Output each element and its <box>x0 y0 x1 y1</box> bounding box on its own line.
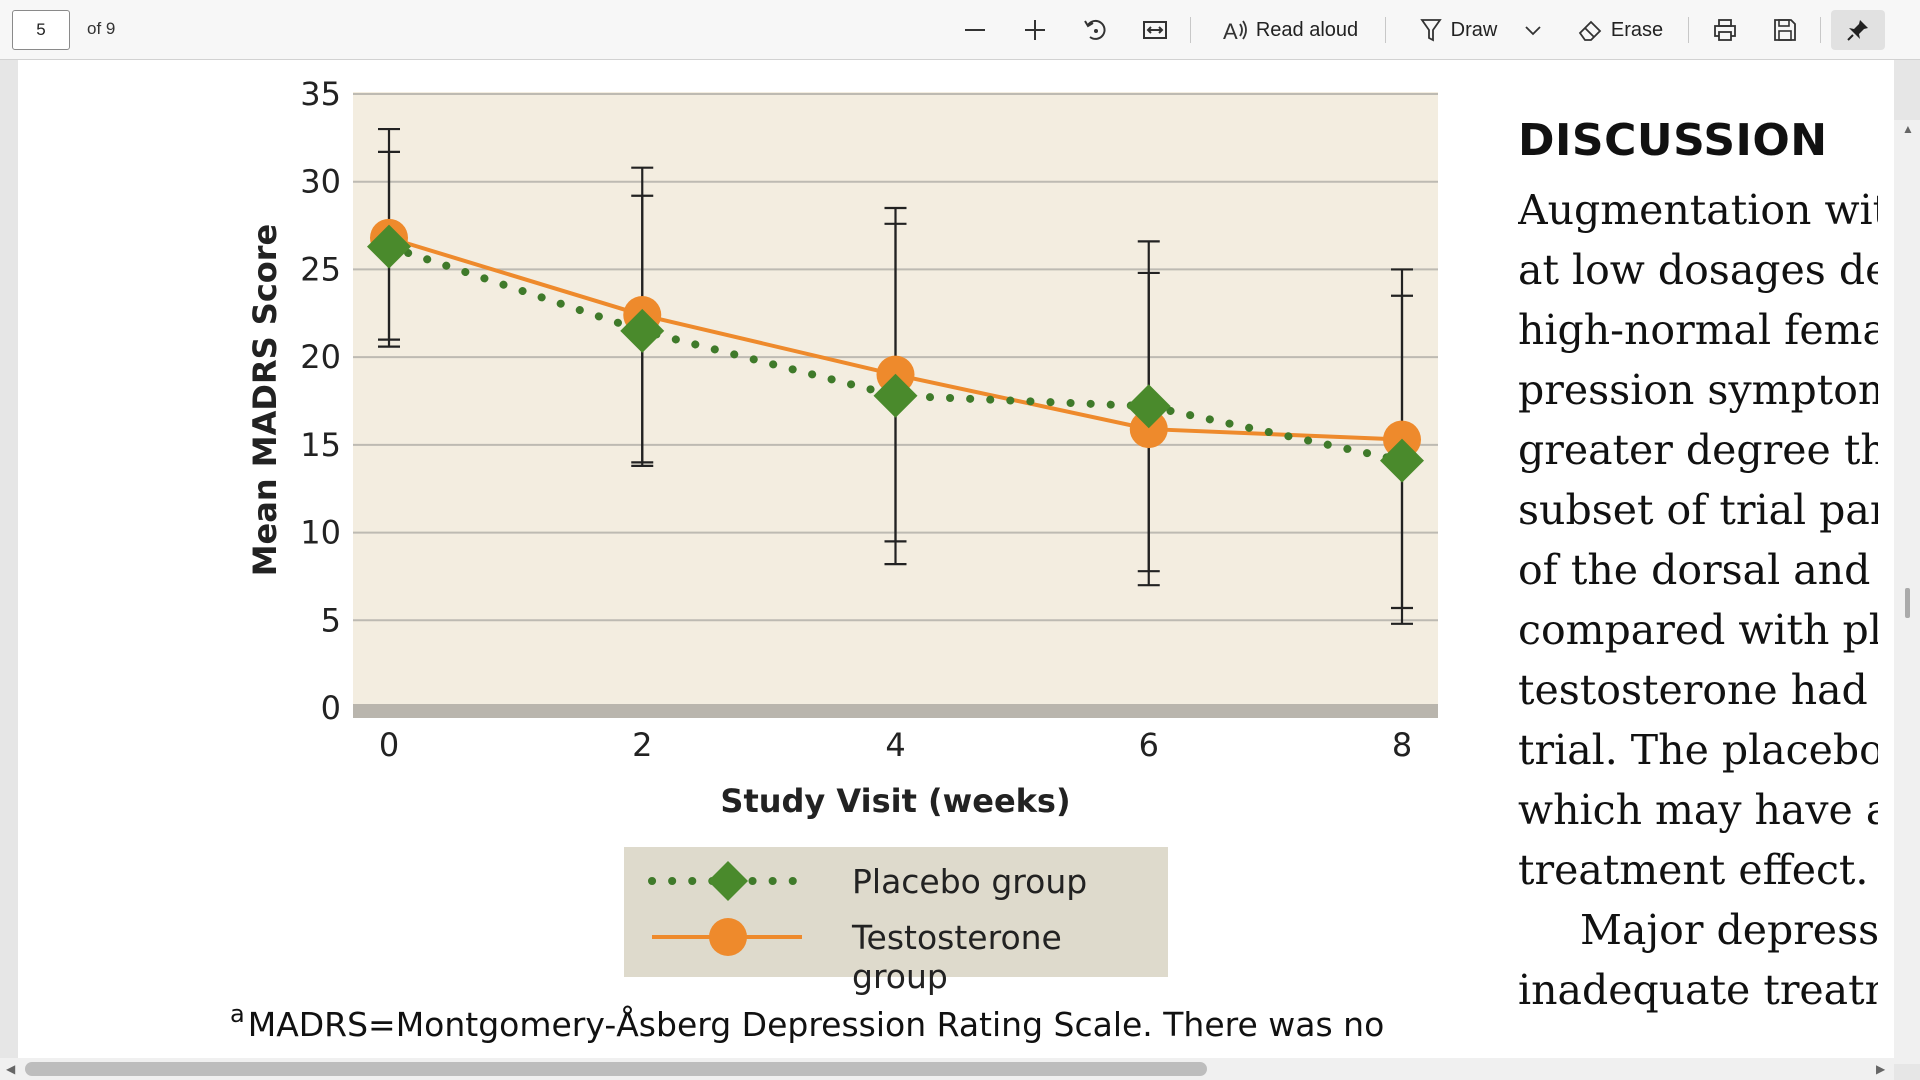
zoom-in-button[interactable] <box>1015 10 1055 50</box>
y-tick-label: 15 <box>300 426 341 464</box>
chevron-down-icon <box>1525 26 1541 36</box>
body-line: trial. The placebo r <box>1518 726 1878 774</box>
page-number-input[interactable]: 5 <box>12 10 70 50</box>
placebo-point <box>367 224 411 269</box>
y-tick-label: 0 <box>321 689 341 727</box>
y-tick-label: 20 <box>300 338 341 376</box>
y-tick-label: 25 <box>300 250 341 288</box>
body-line: pression symptom : <box>1518 366 1878 414</box>
horizontal-scrollbar[interactable]: ◀ ▶ <box>0 1058 1894 1080</box>
toolbar-separator <box>1190 17 1191 43</box>
x-tick-label: 4 <box>885 726 905 764</box>
discussion-heading: DISCUSSION <box>1518 115 1828 166</box>
body-line: treatment effect. <box>1518 846 1869 894</box>
horizontal-scroll-thumb[interactable] <box>25 1062 1207 1076</box>
read-aloud-label: Read aloud <box>1255 18 1359 41</box>
x-tick-label: 2 <box>632 726 652 764</box>
testosterone-point <box>1129 410 1168 449</box>
y-tick-label: 5 <box>321 601 341 639</box>
body-line: Major depressic <box>1580 906 1878 954</box>
rotate-icon <box>1084 19 1106 40</box>
scroll-up-icon[interactable]: ▲ <box>1902 122 1914 136</box>
x-axis-ticks: 0 2 4 6 8 <box>379 726 1412 764</box>
madrs-line-chart: 0 5 10 15 20 25 30 35 0 2 4 6 8 Mean MADRS Score St… <box>246 75 1438 820</box>
minus-icon <box>965 29 985 31</box>
svg-text:A: A <box>1223 19 1238 43</box>
x-tick-label: 0 <box>379 726 399 764</box>
y-tick-label: 30 <box>300 163 341 201</box>
toolbar-separator <box>1820 17 1821 43</box>
draw-label: Draw <box>1450 18 1498 41</box>
erase-button[interactable]: Erase <box>1570 10 1670 50</box>
baseline <box>353 704 1438 718</box>
footnote-text: MADRS=Montgomery-Åsberg Depression Ratin… <box>247 1005 1385 1044</box>
pin-icon <box>1847 20 1868 41</box>
y-tick-label: 35 <box>300 75 341 113</box>
legend-item-testosterone: Testosterone group <box>624 909 1168 996</box>
print-button[interactable] <box>1705 10 1745 50</box>
chart-footnote: aMADRS=Montgomery-Åsberg Depression Rati… <box>230 1000 1460 1044</box>
eraser-icon <box>1578 20 1602 41</box>
erase-label: Erase <box>1610 18 1664 41</box>
plus-icon <box>1025 20 1045 40</box>
y-axis-label: Mean MADRS Score <box>246 224 284 577</box>
placebo-point <box>620 308 665 353</box>
draw-button[interactable]: Draw <box>1408 10 1508 50</box>
y-tick-label: 10 <box>300 514 341 552</box>
legend-label-testosterone: Testosterone group <box>852 918 1062 996</box>
draw-options-button[interactable] <box>1518 10 1548 50</box>
discussion-column: DISCUSSION Augmentation witl at low dosa… <box>1518 115 1878 1020</box>
rotate-button[interactable] <box>1075 10 1115 50</box>
printer-icon <box>1714 19 1736 41</box>
body-line: of the dorsal and pr <box>1518 546 1878 594</box>
placebo-point <box>1126 384 1171 429</box>
save-button[interactable] <box>1765 10 1805 50</box>
body-line: subset of trial partic <box>1518 486 1878 534</box>
series-markers <box>367 218 1424 483</box>
legend-item-placebo: Placebo group <box>624 853 1168 909</box>
body-line: which may have ac <box>1518 786 1878 834</box>
footnote-marker: a <box>230 1000 245 1028</box>
scroll-left-icon[interactable]: ◀ <box>6 1062 16 1076</box>
zoom-out-button[interactable] <box>955 10 995 50</box>
body-line: Augmentation witl <box>1518 186 1878 234</box>
placebo-point <box>1380 438 1424 483</box>
x-tick-label: 8 <box>1392 726 1412 764</box>
vertical-scroll-thumb[interactable] <box>1905 588 1910 618</box>
placebo-legend-swatch <box>648 861 806 901</box>
vertical-scrollbar[interactable]: ▲ ▼ <box>1894 120 1920 1064</box>
body-line: compared with pla <box>1518 606 1878 654</box>
save-icon <box>1774 19 1796 41</box>
scroll-right-icon[interactable]: ▶ <box>1876 1062 1886 1076</box>
body-line: high-normal femal <box>1518 306 1878 354</box>
placebo-point <box>873 373 918 418</box>
y-axis-ticks: 0 5 10 15 20 25 30 35 <box>300 75 341 727</box>
fit-page-button[interactable] <box>1135 10 1175 50</box>
toolbar-separator <box>1385 17 1386 43</box>
x-axis-label: Study Visit (weeks) <box>720 782 1070 820</box>
toolbar-separator <box>1688 17 1689 43</box>
pin-toolbar-button[interactable] <box>1831 10 1885 50</box>
body-line: greater degree thar <box>1518 426 1878 474</box>
body-line: at low dosages desi <box>1518 246 1878 294</box>
document-viewer[interactable]: 0 5 10 15 20 25 30 35 0 2 4 6 8 Mean MADRS Score St… <box>0 60 1920 1064</box>
testosterone-legend-swatch <box>652 918 802 956</box>
read-aloud-icon: A <box>1223 19 1247 43</box>
chart-legend: Placebo group Testosterone group <box>624 847 1168 996</box>
x-tick-label: 6 <box>1139 726 1159 764</box>
body-line: testosterone had a <box>1518 666 1878 714</box>
page-count-label: of 9 <box>87 19 116 38</box>
fit-width-icon <box>1143 21 1167 39</box>
body-line: inadequate treatm <box>1518 966 1878 1014</box>
legend-label-placebo: Placebo group <box>852 862 1088 901</box>
placebo-line <box>385 242 1406 465</box>
read-aloud-button[interactable]: A Read aloud <box>1215 10 1365 50</box>
pdf-page: 0 5 10 15 20 25 30 35 0 2 4 6 8 Mean MADRS Score St… <box>18 60 1894 1064</box>
pdf-toolbar: 5 of 9 A Read aloud Draw Erase <box>0 0 1920 60</box>
draw-icon <box>1419 19 1442 42</box>
